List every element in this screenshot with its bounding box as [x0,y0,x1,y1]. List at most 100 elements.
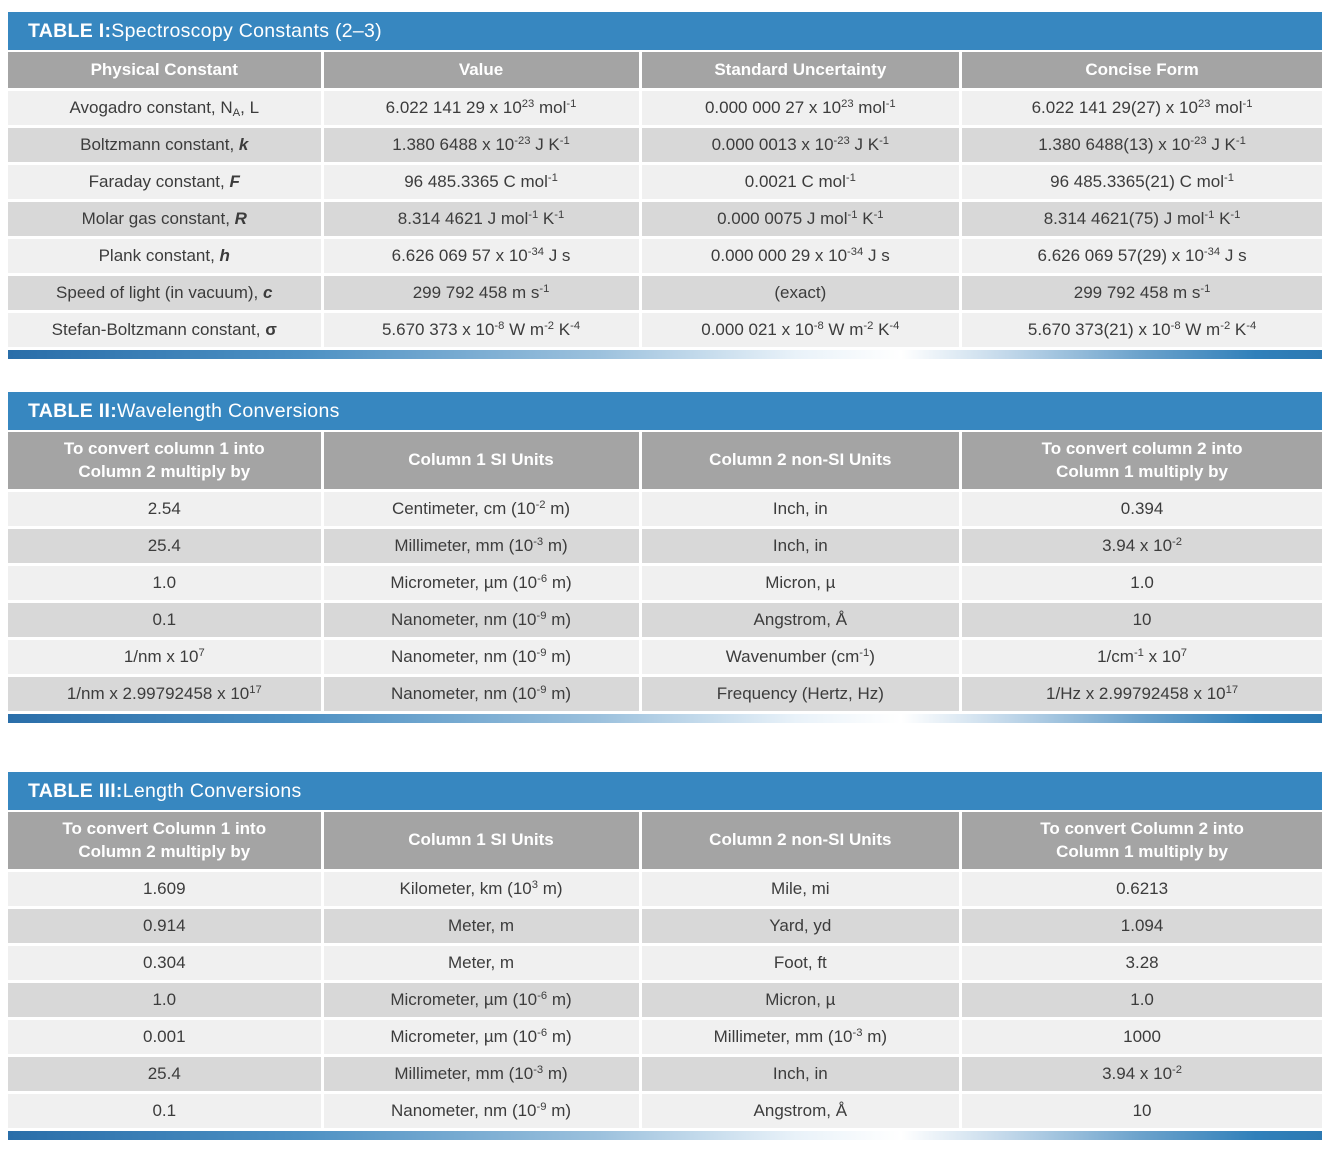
cell: 1000 [959,1017,1322,1056]
column-header: Column 2 non-SI Units [638,812,961,871]
cell: 1.380 6488(13) x 10-23 J K-1 [959,125,1322,164]
cell: 10 [959,1091,1322,1128]
table-length-conversions: TABLE III: Length Conversions To convert… [8,772,1322,1140]
cell: 5.670 373 x 10-8 W m-2 K-4 [320,310,641,347]
cell: 299 792 458 m s-1 [320,273,641,312]
cell: 25.4 [8,526,323,565]
cell: 3.94 x 10-2 [959,526,1322,565]
column-header: Column 1 SI Units [320,812,641,871]
cell: Boltzmann constant, k [8,125,323,164]
gradient-bar [8,1131,1322,1140]
cell: Wavenumber (cm-1) [638,637,961,676]
cell: Molar gas constant, R [8,199,323,238]
cell: Angstrom, Å [638,600,961,639]
cell: Micrometer, µm (10-6 m) [320,563,641,602]
cell: Meter, m [320,906,641,945]
cell: 0.000 0075 J mol-1 K-1 [638,199,961,238]
cell: Micron, µ [638,980,961,1019]
cell: Faraday constant, F [8,162,323,201]
cell: 1/nm x 107 [8,637,323,676]
cell: 1.0 [959,563,1322,602]
column-header: Concise Form [959,52,1322,90]
column-header: Column 2 non-SI Units [638,432,961,491]
cell: 96 485.3365(21) C mol-1 [959,162,1322,201]
cell: 0.000 0013 x 10-23 J K-1 [638,125,961,164]
cell: Inch, in [638,1054,961,1093]
cell: 0.001 [8,1017,323,1056]
cell: Speed of light (in vacuum), c [8,273,323,312]
table-row: 0.1 Nanometer, nm (10-9 m) Angstrom, Å 1… [8,600,1322,639]
cell: Angstrom, Å [638,1091,961,1128]
cell: 2.54 [8,489,323,528]
cell: 1.0 [8,980,323,1019]
cell: Micrometer, µm (10-6 m) [320,980,641,1019]
cell: 0.000 000 29 x 10-34 J s [638,236,961,275]
table-title: TABLE I: Spectroscopy Constants (2–3) [8,12,1322,50]
spectroscopy-constants-table: Physical Constant Value Standard Uncerta… [8,52,1322,347]
cell: Millimeter, mm (10-3 m) [320,526,641,565]
table-row: 1.609 Kilometer, km (103 m) Mile, mi 0.6… [8,869,1322,908]
cell: Micron, µ [638,563,961,602]
cell: Millimeter, mm (10-3 m) [638,1017,961,1056]
cell: Micrometer, µm (10-6 m) [320,1017,641,1056]
table-row: Plank constant, h 6.626 069 57 x 10-34 J… [8,236,1322,275]
column-header: Value [320,52,641,90]
cell: Inch, in [638,489,961,528]
cell: 0.394 [959,489,1322,528]
cell: Centimeter, cm (10-2 m) [320,489,641,528]
cell: Nanometer, nm (10-9 m) [320,600,641,639]
cell: 0.6213 [959,869,1322,908]
cell: 1.0 [8,563,323,602]
cell: 8.314 4621(75) J mol-1 K-1 [959,199,1322,238]
cell: 6.022 141 29 x 1023 mol-1 [320,88,641,127]
column-header: To convert column 2 into Column 1 multipl… [959,432,1322,491]
table-row: 1/nm x 2.99792458 x 1017 Nanometer, nm (… [8,674,1322,711]
header-row: To convert Column 1 into Column 2 multipl… [8,812,1322,871]
cell: (exact) [638,273,961,312]
table-row: 0.914 Meter, m Yard, yd 1.094 [8,906,1322,945]
column-header: To convert Column 1 into Column 2 multipl… [8,812,323,871]
cell: 1.380 6488 x 10-23 J K-1 [320,125,641,164]
cell: Avogadro constant, NA, L [8,88,323,127]
cell: Meter, m [320,943,641,982]
cell: 0.1 [8,600,323,639]
table-row: Faraday constant, F 96 485.3365 C mol-1 … [8,162,1322,201]
cell: Millimeter, mm (10-3 m) [320,1054,641,1093]
column-header: To convert column 1 into Column 2 multipl… [8,432,323,491]
table-row: 2.54 Centimeter, cm (10-2 m) Inch, in 0.… [8,489,1322,528]
cell: Kilometer, km (103 m) [320,869,641,908]
table-row: Speed of light (in vacuum), c 299 792 45… [8,273,1322,312]
cell: 1.094 [959,906,1322,945]
cell: Nanometer, nm (10-9 m) [320,1091,641,1128]
column-header: Column 1 SI Units [320,432,641,491]
cell: 0.1 [8,1091,323,1128]
cell: Mile, mi [638,869,961,908]
cell: 1.0 [959,980,1322,1019]
cell: 8.314 4621 J mol-1 K-1 [320,199,641,238]
cell: 1.609 [8,869,323,908]
cell: 1/cm-1 x 107 [959,637,1322,676]
cell: 0.914 [8,906,323,945]
cell: 1/nm x 2.99792458 x 1017 [8,674,323,711]
wavelength-conversions-table: To convert column 1 into Column 2 multipl… [8,432,1322,711]
cell: 25.4 [8,1054,323,1093]
cell: Nanometer, nm (10-9 m) [320,674,641,711]
cell: 3.94 x 10-2 [959,1054,1322,1093]
table-row: Boltzmann constant, k 1.380 6488 x 10-23… [8,125,1322,164]
cell: 0.000 021 x 10-8 W m-2 K-4 [638,310,961,347]
cell: 6.626 069 57(29) x 10-34 J s [959,236,1322,275]
cell: 6.022 141 29(27) x 1023 mol-1 [959,88,1322,127]
gradient-bar [8,350,1322,359]
table-title: TABLE III: Length Conversions [8,772,1322,810]
table-spectroscopy-constants: TABLE I: Spectroscopy Constants (2–3) Ph… [8,12,1322,359]
table-row: 0.1 Nanometer, nm (10-9 m) Angstrom, Å 1… [8,1091,1322,1128]
table-row: Stefan-Boltzmann constant, σ 5.670 373 x… [8,310,1322,347]
cell: 0.0021 C mol-1 [638,162,961,201]
cell: Foot, ft [638,943,961,982]
cell: Plank constant, h [8,236,323,275]
gradient-bar [8,714,1322,723]
header-row: Physical Constant Value Standard Uncerta… [8,52,1322,90]
table-row: 1.0 Micrometer, µm (10-6 m) Micron, µ 1.… [8,563,1322,602]
cell: Nanometer, nm (10-9 m) [320,637,641,676]
